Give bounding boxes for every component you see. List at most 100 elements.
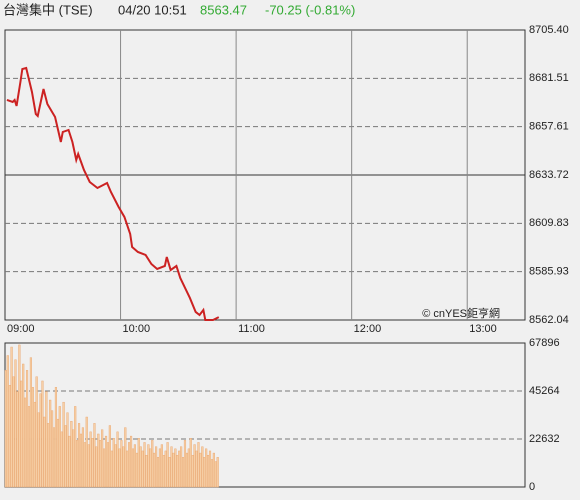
y-tick-label: 45264: [529, 385, 560, 397]
volume-bar: [110, 450, 113, 488]
volume-bar: [87, 444, 90, 488]
volume-bar: [131, 448, 135, 488]
y-tick-label: 8705.40: [529, 24, 569, 36]
volume-bar: [174, 448, 177, 488]
y-tick-label: 8633.72: [529, 169, 569, 181]
volume-bar: [79, 433, 83, 488]
volume-bar: [137, 438, 140, 488]
volume-bar: [108, 425, 111, 488]
volume-bar: [33, 401, 36, 488]
y-tick-label: 8657.61: [529, 121, 569, 133]
volume-bar: [10, 346, 13, 488]
index-name: 台灣集中 (TSE): [3, 2, 93, 17]
volume-bar: [58, 406, 61, 488]
volume-bar: [54, 387, 58, 488]
volume-bar: [166, 442, 169, 488]
x-tick-label: 13:00: [469, 323, 497, 335]
volume-bar: [22, 363, 25, 488]
volume-bar: [99, 440, 102, 488]
volume-bar: [56, 418, 59, 488]
volume-bar: [16, 391, 19, 488]
volume-bar: [14, 359, 17, 488]
volume-bar: [89, 431, 92, 488]
price-line: [6, 66, 220, 321]
volume-bar: [49, 399, 52, 488]
volume-bar: [214, 461, 217, 488]
volume-bar: [68, 435, 71, 488]
volume-bar: [27, 406, 31, 488]
volume-bar: [45, 391, 48, 488]
volume-bar: [29, 357, 32, 488]
volume-bar: [126, 450, 129, 488]
volume-bar: [205, 448, 208, 488]
volume-bar: [212, 452, 215, 488]
volume-bar: [24, 397, 27, 488]
volume-bar: [104, 435, 108, 488]
quote-time: 04/20 10:51: [118, 2, 187, 17]
volume-bar: [195, 450, 198, 488]
volume-bar: [120, 440, 123, 488]
volume-bar: [183, 440, 187, 488]
volume-bar: [37, 412, 40, 488]
volume-bar: [147, 444, 150, 488]
y-tick-label: 22632: [529, 433, 560, 445]
volume-bar: [114, 444, 117, 488]
volume-bar: [180, 446, 183, 488]
volume-bar: [151, 440, 154, 488]
volume-bar: [187, 448, 190, 488]
volume-bar: [201, 446, 204, 488]
watermark: © cnYES鉅亨網: [422, 306, 500, 320]
y-tick-label: 8562.04: [529, 314, 569, 326]
y-tick-label: 8609.83: [529, 217, 569, 229]
volume-bar: [12, 376, 15, 488]
volume-bar: [43, 416, 46, 488]
volume-bar: [74, 406, 77, 488]
volume-bar: [93, 423, 96, 488]
volume-bar: [85, 416, 88, 488]
volume-bar: [185, 452, 188, 488]
volume-bar: [60, 431, 63, 488]
volume-bar: [143, 442, 146, 488]
volume-bar: [207, 454, 210, 488]
volume-bar: [20, 380, 23, 488]
x-tick-label: 11:00: [238, 323, 265, 335]
volume-bar: [139, 446, 142, 488]
volume-bar: [155, 446, 158, 488]
volume-bar: [70, 421, 73, 488]
volume-bar: [160, 444, 163, 488]
volume-bar: [41, 380, 44, 488]
volume-bar: [164, 450, 167, 488]
volume-bar: [8, 384, 11, 488]
volume-bar: [135, 452, 138, 488]
volume-bar: [6, 355, 9, 488]
volume-bar: [170, 446, 173, 488]
volume-bar: [172, 452, 175, 488]
volume-bar: [133, 444, 136, 488]
volume-bar: [141, 450, 144, 488]
volume-bar: [18, 344, 21, 488]
volume-bar: [122, 446, 125, 488]
volume-bar: [72, 429, 75, 488]
volume-bar: [203, 457, 206, 488]
volume-bar: [199, 452, 202, 488]
volume-bar: [51, 410, 54, 488]
y-tick-label: 8585.93: [529, 266, 569, 278]
volume-bar: [191, 454, 194, 488]
volume-bar: [156, 457, 160, 488]
volume-bar: [118, 448, 121, 488]
volume-bar: [77, 423, 81, 488]
volume-bar: [31, 387, 34, 488]
volume-bar: [145, 454, 148, 488]
volume-bar: [66, 412, 69, 488]
volume-bar: [97, 433, 100, 488]
volume-bar: [64, 425, 67, 488]
volume-bar: [91, 438, 94, 488]
volume-bar: [162, 454, 165, 488]
volume-bar: [112, 438, 115, 488]
volume-bar: [95, 446, 98, 488]
volume-bar: [208, 450, 212, 488]
y-tick-label: 67896: [529, 337, 560, 349]
